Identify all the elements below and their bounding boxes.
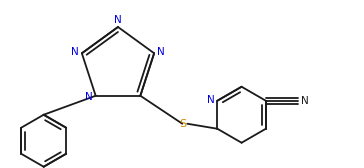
Text: N: N [207,95,214,105]
Text: N: N [114,15,122,25]
Text: N: N [85,92,93,102]
Text: S: S [179,119,186,129]
Text: N: N [301,96,309,106]
Text: N: N [157,47,165,57]
Text: N: N [71,47,79,57]
